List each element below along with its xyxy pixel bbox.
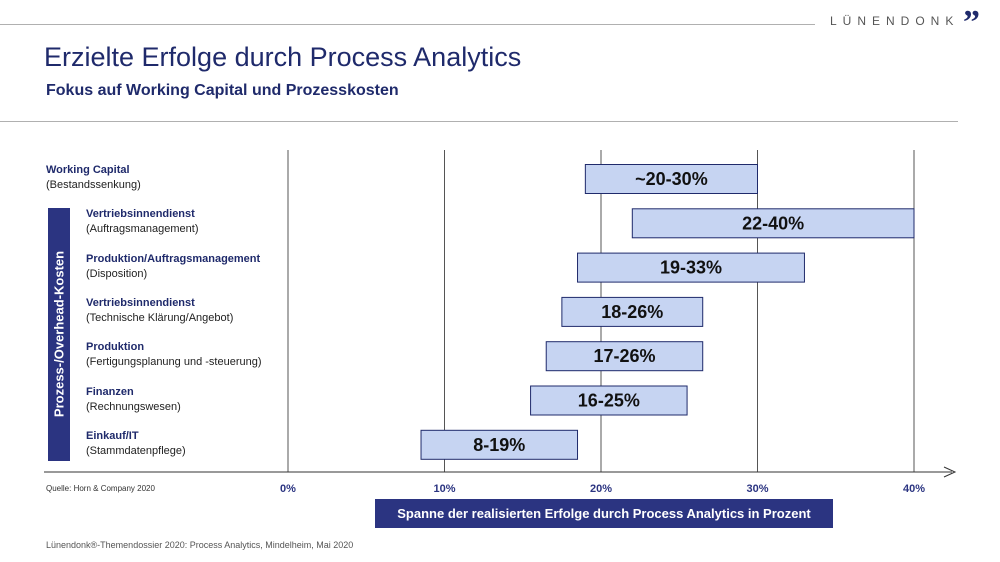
row-label-name: Produktion: [86, 341, 145, 354]
range-bar: [577, 252, 805, 283]
footer-note: Lünendonk®-Themendossier 2020: Process A…: [46, 540, 354, 550]
row-label-detail: (Technische Klärung/Angebot): [86, 311, 234, 324]
bar-value-label: 19-33%: [660, 258, 722, 278]
x-tick-label: 30%: [746, 483, 768, 495]
range-bar: [420, 429, 579, 460]
row-label: Produktion/Auftragsmanagement (Dispositio…: [86, 252, 260, 282]
row-label-detail: (Stammdatenpflege): [86, 444, 186, 457]
row-label-detail: (Rechnungswesen): [86, 400, 181, 413]
x-axis-caption: Spanne der realisierten Erfolge durch Pr…: [375, 499, 833, 528]
range-bar: [545, 341, 704, 372]
row-label: Einkauf/IT (Stammdatenpflege): [86, 429, 186, 459]
row-label-name: Einkauf/IT: [86, 429, 139, 442]
row-label: Working Capital (Bestandssenkung): [46, 163, 141, 193]
source-note: Quelle: Horn & Company 2020: [46, 484, 155, 493]
row-label-name: Finanzen: [86, 385, 134, 398]
row-label: Vertriebsinnendienst (Auftragsmanagement): [86, 207, 199, 237]
header-rule: [0, 121, 958, 122]
range-bar: [530, 385, 688, 416]
row-label: Finanzen (Rechnungswesen): [86, 385, 181, 415]
x-axis-arrow-icon: [943, 466, 957, 478]
x-tick-label: 0%: [280, 483, 296, 495]
row-label-name: Working Capital: [46, 164, 130, 176]
side-group-bar: [48, 208, 70, 461]
brand-quote-icon: ”: [963, 4, 980, 41]
range-bar: [584, 164, 758, 194]
x-tick-label: 20%: [590, 483, 612, 495]
page-title: Erzielte Erfolge durch Process Analytics: [44, 42, 522, 72]
row-label-detail: (Fertigungsplanung und -steuerung): [86, 356, 262, 369]
range-bar: [561, 296, 704, 327]
bar-value-label: 22-40%: [742, 213, 804, 233]
row-label-name: Vertriebsinnendienst: [86, 296, 195, 309]
row-label: Produktion (Fertigungsplanung und -steuer…: [86, 340, 262, 370]
row-label-name: Vertriebsinnendienst: [86, 208, 195, 221]
x-tick-label: 40%: [903, 483, 925, 495]
bar-value-label: 16-25%: [578, 391, 640, 411]
brand-name: LÜNENDONK: [830, 14, 960, 28]
x-tick-label: 10%: [433, 483, 455, 495]
row-label-detail: (Auftragsmanagement): [86, 223, 199, 236]
row-label-detail: (Bestandssenkung): [46, 179, 141, 191]
bar-value-label: 17-26%: [593, 346, 655, 366]
bar-value-label: ~20-30%: [635, 169, 708, 189]
range-bar: [631, 208, 915, 239]
row-label-name: Produktion/Auftragsmanagement: [86, 252, 261, 265]
row-label-detail: (Disposition): [86, 267, 148, 280]
bar-value-label: 8-19%: [473, 435, 525, 455]
page-subtitle: Fokus auf Working Capital und Prozesskos…: [46, 82, 399, 99]
row-label: Vertriebsinnendienst (Technische Klärung/…: [86, 296, 233, 326]
bar-value-label: 18-26%: [601, 302, 663, 322]
top-rule: [0, 24, 815, 25]
